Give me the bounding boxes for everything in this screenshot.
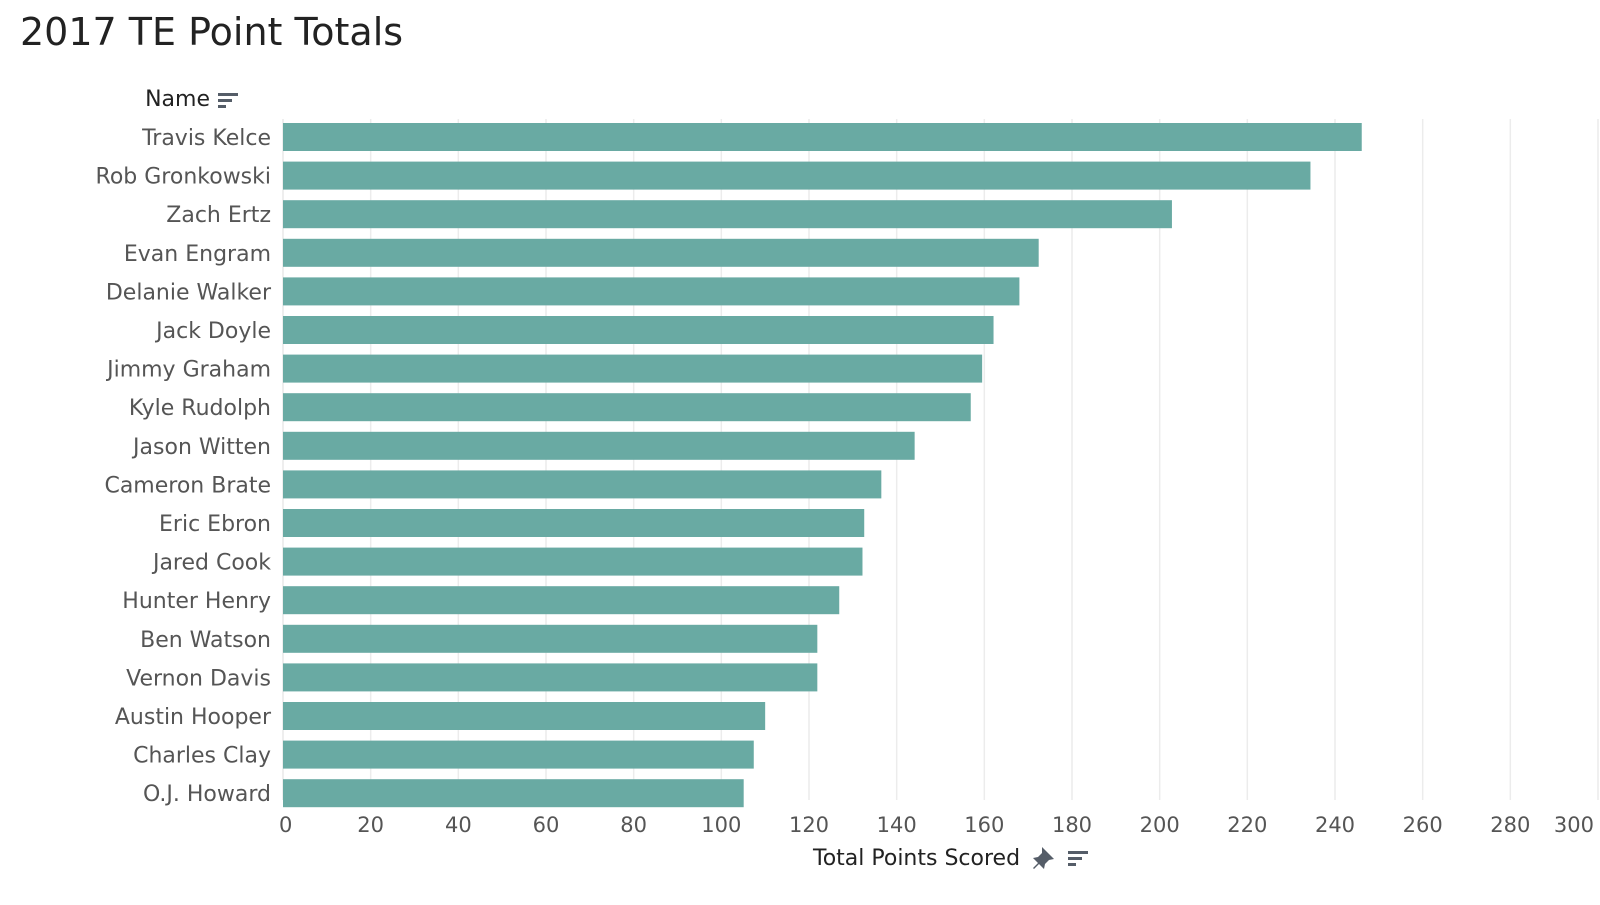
- category-label: Travis Kelce: [141, 126, 271, 151]
- bar[interactable]: [283, 547, 863, 576]
- x-tick-label: 260: [1403, 813, 1443, 837]
- x-tick-label: 220: [1227, 813, 1267, 837]
- x-tick-label: 0: [279, 813, 292, 837]
- category-label: Hunter Henry: [122, 589, 271, 614]
- axis-sort-icon[interactable]: [1068, 848, 1089, 868]
- bar[interactable]: [283, 354, 983, 383]
- x-tick-label: 200: [1140, 813, 1180, 837]
- x-tick-label: 120: [789, 813, 829, 837]
- category-label: Ben Watson: [140, 628, 271, 653]
- x-tick-label: 100: [701, 813, 741, 837]
- category-label: Vernon Davis: [126, 666, 271, 691]
- x-tick-label: 80: [620, 813, 647, 837]
- category-label: Charles Clay: [133, 744, 271, 769]
- category-label: Jason Witten: [131, 435, 271, 460]
- category-label: Delanie Walker: [106, 280, 272, 305]
- x-tick-label: 180: [1052, 813, 1092, 837]
- row-field-label: Name: [145, 87, 210, 112]
- bar[interactable]: [283, 123, 1362, 151]
- pin-icon[interactable]: [1032, 845, 1056, 871]
- sort-descending-icon[interactable]: [218, 90, 238, 110]
- bar[interactable]: [283, 586, 840, 615]
- bar[interactable]: [283, 393, 971, 422]
- bars: [283, 123, 1362, 808]
- bar[interactable]: [283, 624, 818, 653]
- category-label: Eric Ebron: [159, 512, 271, 537]
- bar[interactable]: [283, 277, 1020, 306]
- x-tick-label: 20: [357, 813, 384, 837]
- category-label: Cameron Brate: [104, 473, 271, 498]
- bar[interactable]: [283, 702, 766, 730]
- x-axis-ticks: 0 20 40 60 80 100 120 140 160 180 200 220 240 260 280 3…: [279, 813, 1594, 837]
- bar[interactable]: [283, 779, 744, 808]
- bar[interactable]: [283, 238, 1039, 267]
- x-axis-title: Total Points Scored: [813, 845, 1089, 871]
- x-tick-label: 160: [964, 813, 1004, 837]
- category-label: O.J. Howard: [143, 782, 271, 807]
- bar[interactable]: [283, 470, 882, 499]
- bar[interactable]: [283, 663, 818, 692]
- bar[interactable]: [283, 161, 1311, 190]
- x-tick-label: 40: [445, 813, 472, 837]
- x-tick-label: 240: [1315, 813, 1355, 837]
- category-label: Austin Hooper: [115, 705, 272, 730]
- category-label: Evan Engram: [124, 242, 271, 267]
- bar[interactable]: [283, 316, 994, 344]
- x-tick-label: 140: [877, 813, 917, 837]
- page-title: 2017 TE Point Totals: [20, 10, 404, 54]
- category-label: Jack Doyle: [154, 319, 271, 344]
- x-tick-label: 280: [1490, 813, 1530, 837]
- category-label: Kyle Rudolph: [129, 396, 271, 421]
- category-label: Jared Cook: [151, 551, 271, 576]
- x-tick-label: 300: [1554, 813, 1594, 837]
- row-field-header: Name: [145, 87, 238, 112]
- bar[interactable]: [283, 431, 915, 460]
- bar[interactable]: [283, 509, 865, 537]
- x-axis-label: Total Points Scored: [813, 845, 1021, 871]
- category-labels: Travis Kelce Rob Gronkowski Zach Ertz Evan …: [96, 126, 272, 807]
- x-tick-label: 60: [533, 813, 560, 837]
- bar[interactable]: [283, 200, 1172, 229]
- category-label: Zach Ertz: [166, 203, 271, 228]
- category-label: Jimmy Graham: [105, 358, 271, 383]
- bar[interactable]: [283, 740, 754, 769]
- category-label: Rob Gronkowski: [96, 165, 271, 190]
